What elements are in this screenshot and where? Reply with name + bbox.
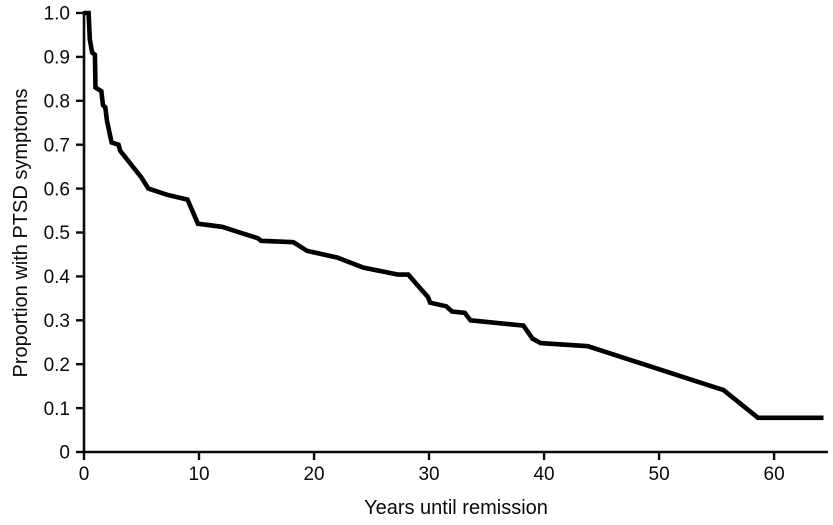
x-tick-label: 10 [188, 464, 209, 485]
y-tick-label: 0.5 [44, 223, 70, 244]
y-tick-label: 0.4 [44, 267, 71, 288]
y-tick-label: 1.0 [44, 4, 70, 25]
x-tick-label: 50 [649, 464, 670, 485]
y-tick-label: 0.7 [44, 135, 70, 156]
y-axis-ticks: 0 0.1 0.2 0.3 0.4 0.5 0.6 0.7 0.8 0.9 1.0 [44, 4, 84, 464]
x-tick-label: 20 [303, 464, 324, 485]
y-tick-label: 0.9 [44, 48, 70, 69]
x-tick-label: 0 [79, 464, 90, 485]
y-tick-label: 0.6 [44, 179, 70, 200]
y-tick-label: 0.8 [44, 91, 70, 112]
survival-curve-line [84, 10, 824, 421]
y-tick-label: 0.1 [44, 399, 70, 420]
y-axis-title: Proportion with PTSD symptoms [10, 89, 32, 378]
x-axis-ticks: 0 10 20 30 40 50 60 [79, 452, 785, 485]
x-axis-title: Years until remission [364, 497, 548, 519]
y-tick-label: 0.2 [44, 355, 70, 376]
y-tick-label: 0.3 [44, 311, 70, 332]
x-tick-label: 30 [418, 464, 439, 485]
x-tick-label: 60 [764, 464, 785, 485]
x-tick-label: 40 [533, 464, 554, 485]
y-tick-label: 0 [59, 443, 70, 464]
